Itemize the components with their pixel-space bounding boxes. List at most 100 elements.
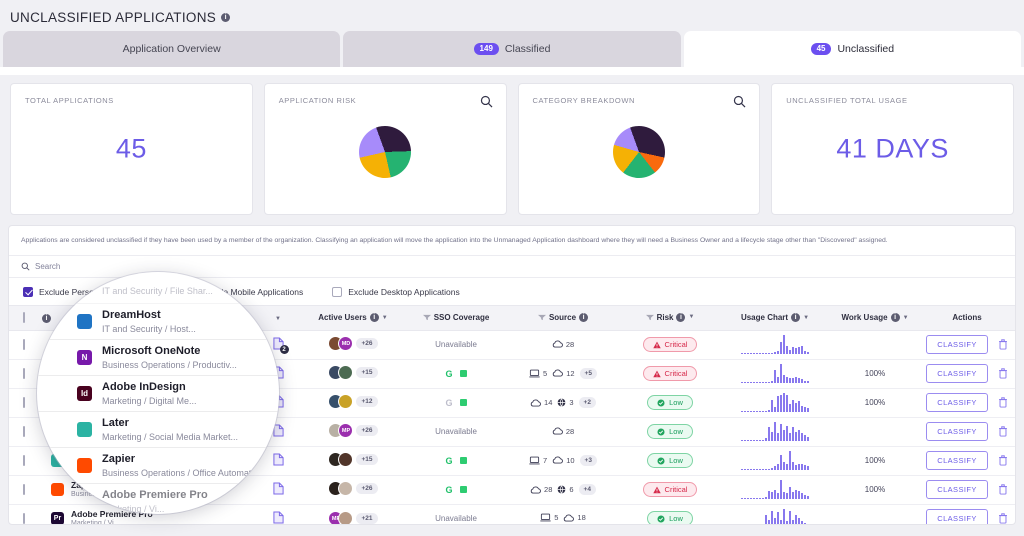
usage-chart-cell[interactable] bbox=[719, 359, 831, 389]
info-icon[interactable]: i bbox=[579, 312, 589, 322]
search-icon[interactable] bbox=[733, 95, 746, 108]
row-checkbox[interactable] bbox=[23, 484, 25, 496]
usage-chart-cell[interactable] bbox=[719, 446, 831, 476]
info-icon[interactable]: i bbox=[369, 313, 379, 323]
source-cell[interactable]: 28 bbox=[505, 417, 621, 447]
chevron-down-icon[interactable]: ▼ bbox=[902, 314, 909, 321]
tab-classified[interactable]: 149 Classified bbox=[343, 31, 681, 67]
actions-cell[interactable]: CLASSIFY bbox=[919, 330, 1015, 360]
document-cell[interactable] bbox=[257, 475, 299, 505]
actions-cell[interactable]: CLASSIFY bbox=[919, 417, 1015, 447]
table-row[interactable]: Pr Adobe Premiere Pro Marketing / Vi... … bbox=[9, 504, 1015, 524]
checkbox[interactable] bbox=[23, 286, 33, 297]
info-icon[interactable]: i bbox=[676, 312, 686, 322]
row-checkbox[interactable] bbox=[23, 339, 25, 351]
document-cell[interactable] bbox=[257, 446, 299, 476]
chevron-down-icon[interactable]: ▼ bbox=[803, 314, 810, 321]
active-users-cell[interactable]: +15 bbox=[299, 446, 407, 476]
sso-coverage-cell[interactable]: G bbox=[407, 388, 505, 418]
th-source[interactable]: Source i bbox=[505, 304, 621, 331]
risk-cell[interactable]: Low bbox=[621, 388, 719, 418]
risk-cell[interactable]: Low bbox=[621, 504, 719, 524]
active-users-cell[interactable]: +15 bbox=[299, 359, 407, 389]
actions-cell[interactable]: CLASSIFY bbox=[919, 388, 1015, 418]
active-users-cell[interactable]: +26 bbox=[299, 475, 407, 505]
usage-chart-cell[interactable] bbox=[719, 504, 831, 524]
source-cell[interactable]: 14 3 +2 bbox=[505, 388, 621, 418]
row-checkbox[interactable] bbox=[23, 513, 25, 524]
source-cell[interactable]: 5 18 bbox=[505, 504, 621, 524]
magnified-list-item[interactable]: Zapier Business Operations / Office Auto… bbox=[37, 448, 279, 484]
th-active-users[interactable]: Active Users i ▼ bbox=[299, 304, 407, 331]
row-select-cell[interactable] bbox=[9, 446, 39, 476]
th-select-all[interactable] bbox=[9, 304, 39, 331]
actions-cell[interactable]: CLASSIFY bbox=[919, 446, 1015, 476]
application-cell[interactable]: Pr Adobe Premiere Pro Marketing / Vi... bbox=[39, 504, 257, 524]
th-usage-chart[interactable]: Usage Chart i ▼ bbox=[719, 304, 831, 331]
chevron-down-icon[interactable]: ▼ bbox=[381, 314, 388, 321]
th-sso-coverage[interactable]: SSO Coverage bbox=[407, 304, 505, 331]
table-row[interactable]: D Dropbox IT and Security / File Shar...… bbox=[9, 330, 1015, 360]
actions-cell[interactable]: CLASSIFY bbox=[919, 475, 1015, 505]
classify-button[interactable]: CLASSIFY bbox=[926, 364, 988, 384]
sso-coverage-cell[interactable]: G bbox=[407, 475, 505, 505]
checkbox[interactable] bbox=[332, 286, 343, 297]
row-select-cell[interactable] bbox=[9, 504, 39, 524]
classify-button[interactable]: CLASSIFY bbox=[926, 393, 988, 413]
filter-icon[interactable] bbox=[422, 314, 431, 321]
chevron-down-icon[interactable]: ▼ bbox=[688, 314, 695, 321]
document-icon[interactable] bbox=[272, 511, 284, 524]
source-cell[interactable]: 28 bbox=[505, 330, 621, 360]
trash-icon[interactable] bbox=[998, 484, 1008, 495]
usage-chart-cell[interactable] bbox=[719, 388, 831, 418]
actions-cell[interactable]: CLASSIFY bbox=[919, 359, 1015, 389]
th-documents[interactable]: ▼ bbox=[257, 304, 299, 331]
magnified-list-item[interactable]: Id Adobe InDesign Marketing / Digital Me… bbox=[37, 376, 279, 412]
th-risk[interactable]: Risk i ▼ bbox=[621, 304, 719, 331]
row-checkbox[interactable] bbox=[23, 397, 25, 409]
trash-icon[interactable] bbox=[998, 513, 1008, 524]
magnified-list-item[interactable]: IT and Security / File Shar... bbox=[37, 276, 279, 304]
tab-unclassified[interactable]: 45 Unclassified bbox=[683, 31, 1021, 67]
magnified-list-item[interactable]: N Microsoft OneNote Business Operations … bbox=[37, 340, 279, 376]
row-select-cell[interactable] bbox=[9, 388, 39, 418]
chevron-down-icon[interactable]: ▼ bbox=[275, 316, 281, 323]
filter-icon[interactable] bbox=[645, 314, 654, 321]
filter-icon[interactable] bbox=[537, 314, 546, 321]
actions-cell[interactable]: CLASSIFY bbox=[919, 504, 1015, 524]
trash-icon[interactable] bbox=[998, 426, 1008, 437]
document-icon[interactable] bbox=[272, 424, 284, 437]
search-input[interactable] bbox=[35, 261, 335, 271]
classify-button[interactable]: CLASSIFY bbox=[926, 480, 988, 500]
classify-button[interactable]: CLASSIFY bbox=[926, 509, 988, 524]
row-select-cell[interactable] bbox=[9, 330, 39, 360]
risk-cell[interactable]: Critical bbox=[621, 330, 719, 360]
trash-icon[interactable] bbox=[998, 455, 1008, 466]
trash-icon[interactable] bbox=[998, 397, 1008, 408]
row-select-cell[interactable] bbox=[9, 359, 39, 389]
row-checkbox[interactable] bbox=[23, 455, 25, 467]
magnified-list-item[interactable]: DreamHost IT and Security / Host... bbox=[37, 304, 279, 340]
classify-button[interactable]: CLASSIFY bbox=[926, 451, 988, 471]
row-select-cell[interactable] bbox=[9, 417, 39, 447]
th-work-usage[interactable]: Work Usage i ▼ bbox=[831, 304, 919, 331]
source-cell[interactable]: 5 12 +5 bbox=[505, 359, 621, 389]
trash-icon[interactable] bbox=[998, 368, 1008, 379]
sso-coverage-cell[interactable]: G bbox=[407, 446, 505, 476]
sso-coverage-cell[interactable]: G bbox=[407, 359, 505, 389]
document-icon[interactable]: 2 bbox=[272, 337, 289, 355]
risk-cell[interactable]: Critical bbox=[621, 359, 719, 389]
document-icon[interactable] bbox=[272, 482, 284, 495]
document-icon[interactable] bbox=[272, 453, 284, 466]
sso-coverage-cell[interactable]: Unavailable bbox=[407, 330, 505, 360]
active-users-cell[interactable]: MP +21 bbox=[299, 504, 407, 524]
info-icon[interactable]: i bbox=[42, 313, 51, 323]
trash-icon[interactable] bbox=[998, 339, 1008, 350]
info-icon[interactable]: i bbox=[221, 13, 231, 22]
tab-application-overview[interactable]: Application Overview bbox=[3, 31, 341, 67]
source-cell[interactable]: 7 10 +3 bbox=[505, 446, 621, 476]
document-cell[interactable] bbox=[257, 504, 299, 524]
select-all-checkbox[interactable] bbox=[23, 312, 25, 324]
row-select-cell[interactable] bbox=[9, 475, 39, 505]
sso-coverage-cell[interactable]: Unavailable bbox=[407, 504, 505, 524]
